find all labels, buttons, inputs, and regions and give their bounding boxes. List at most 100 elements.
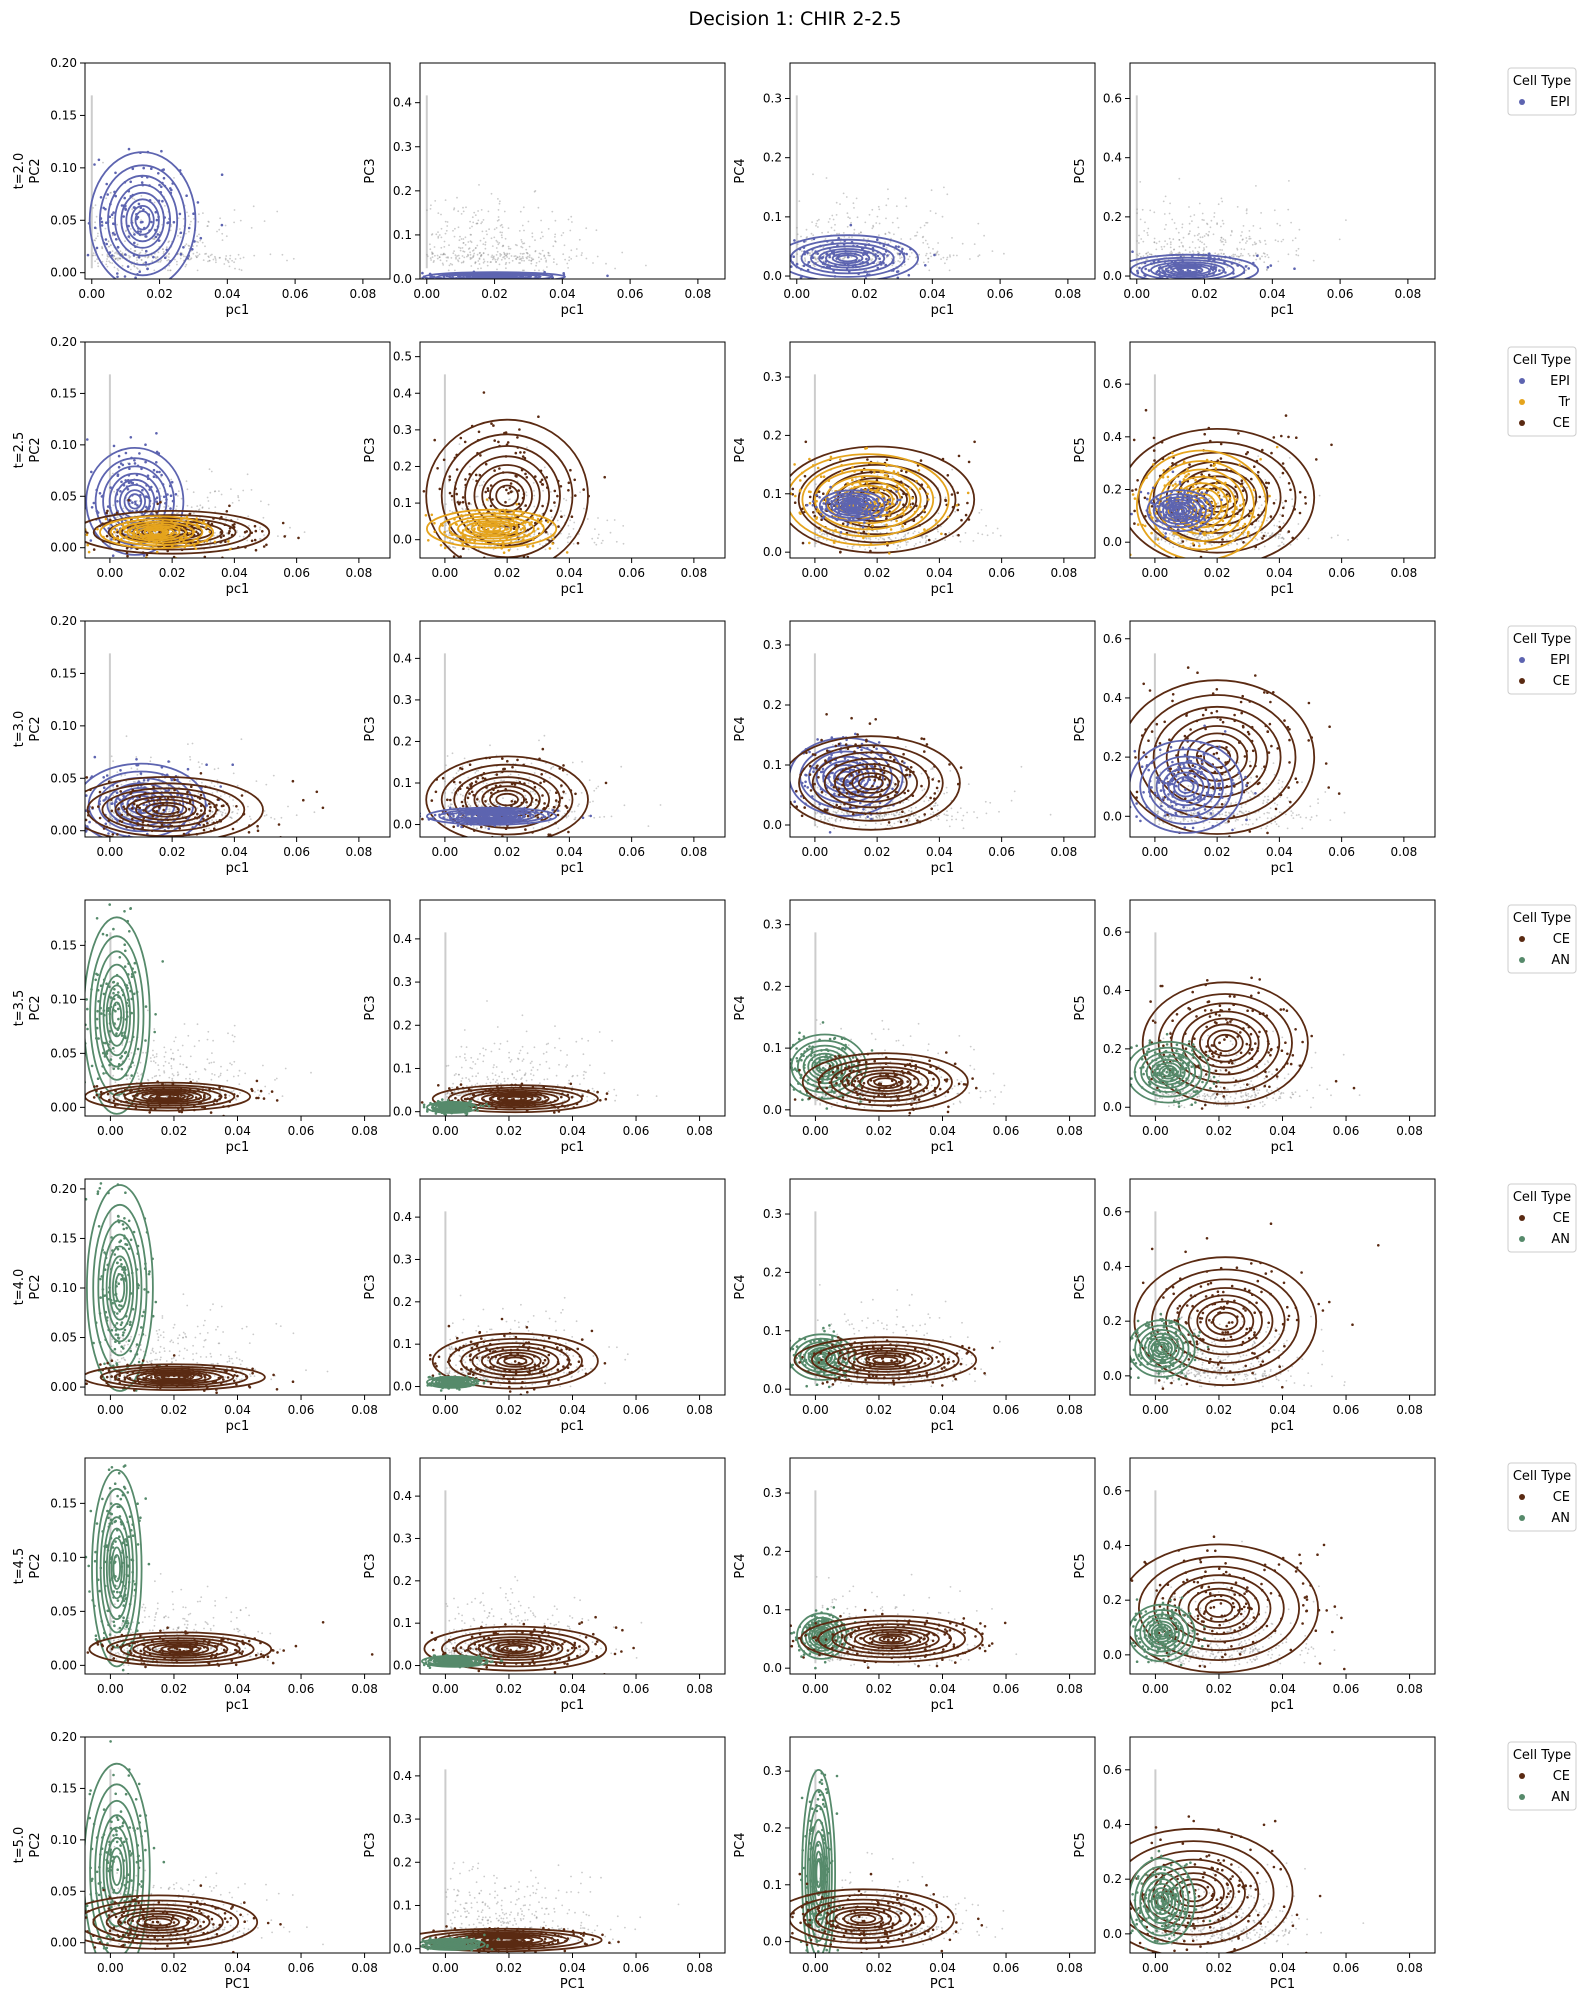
background-point	[225, 520, 228, 523]
background-point	[480, 267, 482, 270]
background-point	[615, 540, 618, 543]
background-point	[514, 255, 517, 257]
background-point	[986, 534, 989, 537]
cluster-point	[108, 215, 112, 219]
cluster-point	[876, 238, 879, 241]
background-point	[595, 543, 598, 546]
cluster-point	[885, 511, 889, 514]
background-point	[192, 218, 195, 220]
background-point	[554, 240, 557, 243]
cluster-point	[464, 478, 467, 481]
cluster-point	[721, 490, 724, 493]
cluster-point	[1131, 250, 1134, 253]
cluster-point	[819, 256, 823, 260]
background-point	[1263, 495, 1265, 498]
background-point	[533, 505, 536, 508]
cluster-point	[849, 521, 852, 525]
background-point	[493, 236, 496, 239]
background-point	[930, 255, 932, 258]
density-contour	[481, 525, 502, 533]
figure-title: Decision 1: CHIR 2-2.5	[0, 8, 1590, 30]
background-point	[852, 202, 855, 205]
background-point	[1165, 223, 1167, 226]
cluster-point	[565, 551, 569, 554]
cluster-point	[455, 591, 458, 594]
background-point	[1147, 251, 1149, 254]
cluster-point	[139, 592, 142, 595]
density-contour	[127, 493, 143, 510]
cluster-point	[124, 530, 127, 534]
y-tick-label: 0.2	[393, 459, 412, 473]
cluster-point	[879, 508, 882, 512]
background-point	[1241, 231, 1243, 233]
cluster-point	[105, 511, 108, 515]
background-point	[888, 537, 890, 539]
background-point	[107, 240, 110, 243]
cluster-point	[491, 280, 494, 283]
background-point	[145, 265, 147, 268]
background-point	[113, 254, 115, 257]
background-point	[883, 524, 886, 526]
subplot-r0-c1: 0.00 0.02 0.04 0.06 0.080.00.10.20.30.4pc1PC…	[363, 62, 726, 318]
cluster-point	[439, 543, 443, 547]
x-axis-label: pc1	[1271, 303, 1295, 318]
cluster-point	[552, 537, 555, 541]
background-point	[138, 252, 141, 255]
background-point	[907, 258, 910, 261]
background-point	[114, 257, 117, 260]
cluster-point	[603, 475, 606, 479]
background-point	[483, 480, 485, 483]
background-point	[924, 535, 927, 537]
background-point	[858, 529, 861, 532]
background-point	[814, 258, 817, 260]
background-point	[1173, 534, 1176, 537]
background-point	[184, 232, 187, 235]
background-point	[499, 255, 502, 257]
background-point	[445, 229, 448, 232]
background-point	[972, 540, 975, 542]
background-point	[1297, 523, 1300, 525]
background-point	[260, 500, 262, 503]
cluster-point	[876, 266, 880, 270]
cluster-point	[152, 255, 155, 259]
background-point	[188, 245, 191, 247]
cluster-point	[1144, 267, 1147, 271]
background-point	[452, 229, 454, 232]
background-point	[1193, 534, 1196, 537]
background-point	[961, 242, 964, 245]
density-contour	[489, 478, 526, 513]
background-point	[119, 257, 122, 260]
background-point	[1255, 242, 1258, 245]
background-point	[207, 255, 210, 258]
cluster-point	[129, 180, 132, 184]
background-point	[1240, 234, 1242, 237]
background-point	[952, 254, 955, 257]
background-point	[533, 533, 536, 536]
background-point	[238, 268, 241, 271]
background-point	[186, 488, 189, 491]
background-point	[502, 256, 504, 259]
cluster-point	[127, 481, 131, 485]
x-tick-label: 0.04	[919, 287, 946, 301]
background-point	[563, 244, 566, 247]
background-point	[114, 257, 117, 260]
cluster-point	[506, 527, 509, 531]
cluster-point	[905, 470, 908, 474]
legend-label: EPI	[1550, 95, 1570, 110]
background-point	[238, 499, 240, 502]
background-point	[924, 239, 927, 242]
background-point	[506, 256, 508, 258]
background-point	[542, 269, 545, 272]
background-point	[490, 237, 493, 240]
background-point	[208, 259, 211, 262]
background-point	[482, 261, 485, 264]
background-point	[246, 473, 249, 476]
background-point	[1221, 219, 1224, 222]
background-point	[897, 544, 899, 547]
background-point	[482, 258, 485, 261]
cluster-point	[461, 534, 465, 538]
background-point	[129, 255, 132, 258]
cluster-point	[807, 261, 811, 264]
cluster-point	[911, 502, 915, 506]
background-point	[856, 216, 859, 219]
